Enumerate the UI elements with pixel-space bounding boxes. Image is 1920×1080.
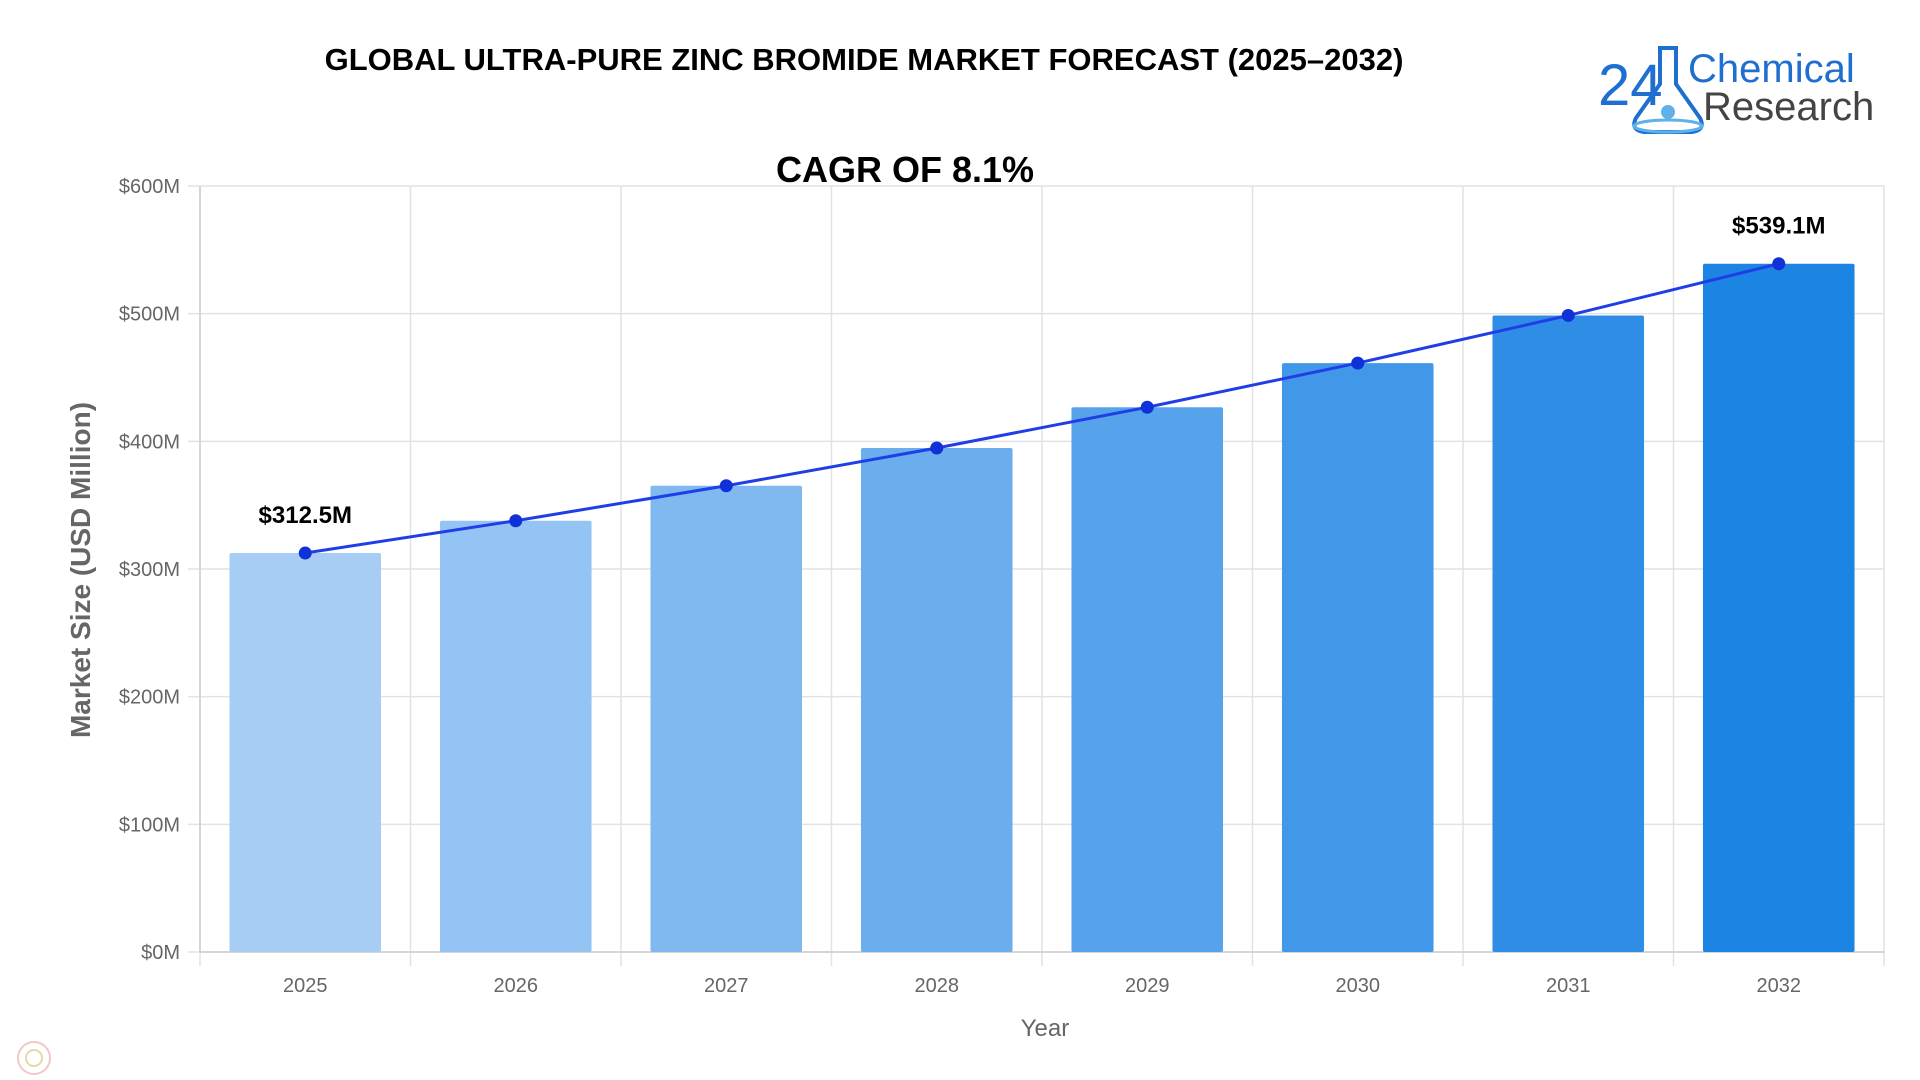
chart-title: GLOBAL ULTRA-PURE ZINC BROMIDE MARKET FO… — [325, 42, 1404, 77]
bar-2030 — [1281, 363, 1434, 952]
bar-2029 — [1071, 407, 1224, 952]
y-tick-label: $200M — [119, 687, 180, 709]
trend-point-2030 — [1351, 356, 1365, 370]
chart-subtitle: CAGR OF 8.1% — [776, 149, 1034, 190]
trend-point-2032 — [1772, 257, 1786, 271]
trend-point-2025 — [298, 546, 312, 560]
brand-logo: 24 Chemical Research — [1598, 46, 1874, 134]
y-tick-label: $400M — [119, 431, 180, 453]
flask-icon — [1632, 46, 1704, 134]
x-tick-label: 2032 — [1757, 975, 1802, 997]
trend-point-2026 — [509, 514, 523, 528]
x-tick-label: 2029 — [1125, 975, 1170, 997]
x-axis-label: Year — [1021, 1015, 1070, 1042]
watermark-badge-icon — [17, 1041, 51, 1075]
bar-2028 — [860, 447, 1013, 952]
ticks-layer: $0M $100M $200M $300M $400M $500M $600M 2025 202… — [119, 176, 1801, 997]
logo-number: 24 — [1598, 53, 1663, 118]
x-tick-label: 2031 — [1546, 975, 1591, 997]
x-tick-label: 2026 — [494, 975, 539, 997]
data-label-2032: $539.1M — [1732, 213, 1825, 240]
trend-point-2029 — [1140, 400, 1154, 414]
y-tick-label: $500M — [119, 304, 180, 326]
logo-line1: Chemical — [1688, 47, 1855, 91]
trend-point-2027 — [719, 479, 733, 493]
x-tick-label: 2030 — [1336, 975, 1381, 997]
bar-2031 — [1492, 315, 1645, 953]
data-label-2025: $312.5M — [259, 502, 352, 529]
bars-layer — [229, 263, 1855, 953]
y-tick-label: $300M — [119, 559, 180, 581]
x-tick-label: 2025 — [283, 975, 328, 997]
line-layer — [298, 257, 1786, 560]
bar-2032 — [1702, 263, 1855, 952]
y-tick-label: $100M — [119, 814, 180, 836]
y-axis-label: Market Size (USD Million) — [65, 402, 96, 738]
trend-line — [305, 262, 1780, 555]
x-tick-label: 2028 — [915, 975, 960, 997]
y-tick-label: $600M — [119, 176, 180, 198]
labels-layer: $312.5M $539.1M — [259, 213, 1826, 529]
logo-line2: Research — [1703, 85, 1874, 129]
bar-2026 — [439, 520, 592, 952]
x-tick-label: 2027 — [704, 975, 749, 997]
bar-2025 — [229, 553, 382, 952]
trend-point-2031 — [1561, 308, 1575, 322]
y-tick-label: $0M — [141, 942, 180, 964]
trend-point-2028 — [930, 441, 944, 455]
bar-2027 — [650, 485, 803, 952]
